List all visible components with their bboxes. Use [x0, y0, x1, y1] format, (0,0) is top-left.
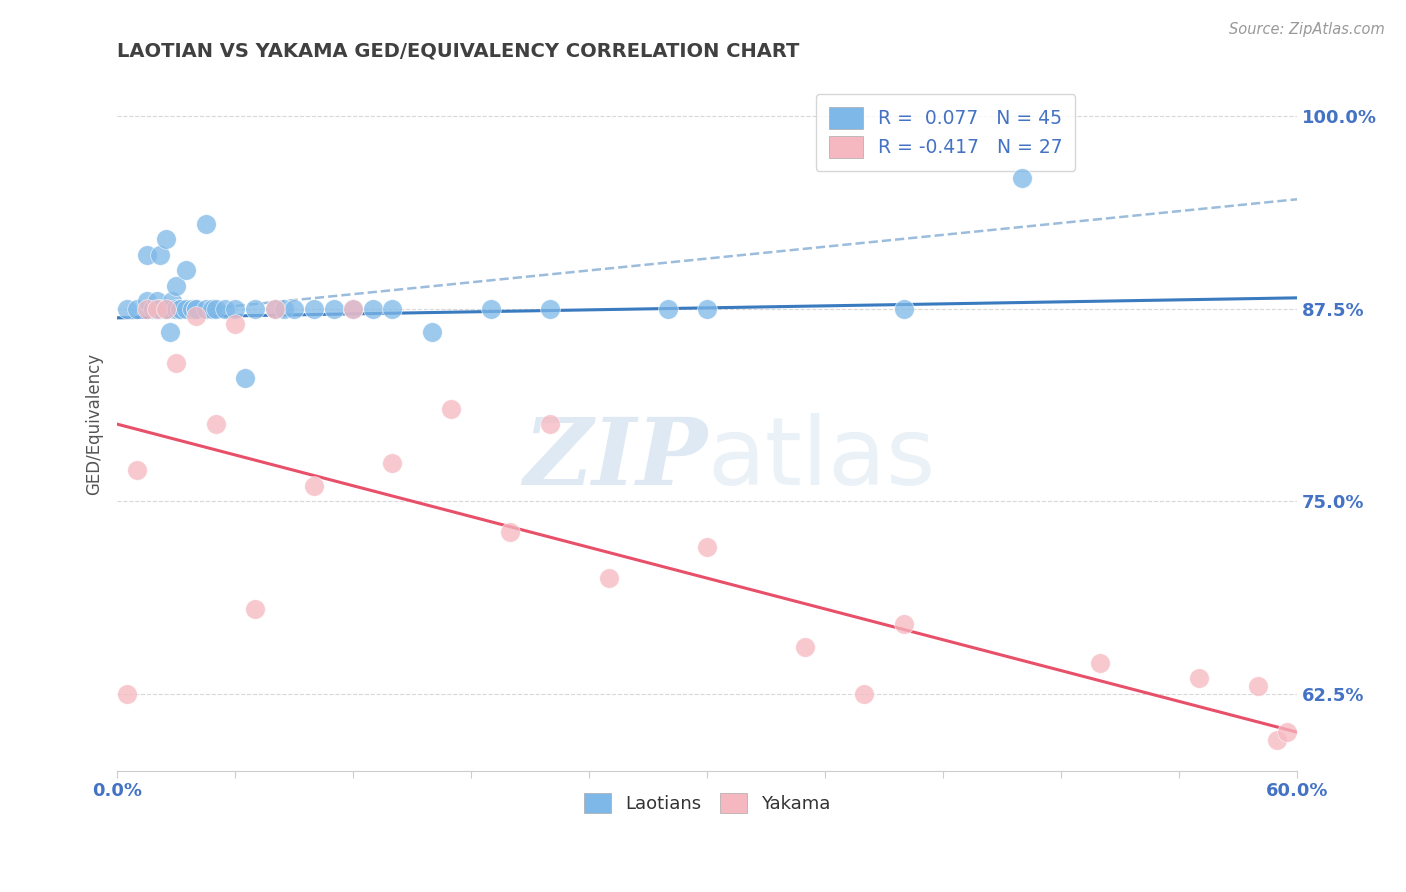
Point: [1247, 679, 1270, 693]
Point: [115, 687, 138, 701]
Point: [194, 217, 217, 231]
Point: [159, 325, 181, 339]
Point: [204, 417, 226, 431]
Point: [145, 293, 167, 308]
Point: [598, 571, 620, 585]
Point: [1277, 725, 1299, 739]
Text: atlas: atlas: [707, 413, 935, 505]
Point: [893, 301, 915, 316]
Point: [342, 301, 364, 316]
Point: [499, 524, 522, 539]
Point: [479, 301, 502, 316]
Point: [283, 301, 305, 316]
Point: [125, 463, 148, 477]
Point: [1011, 170, 1033, 185]
Point: [149, 301, 172, 316]
Point: [794, 640, 817, 655]
Point: [440, 401, 463, 416]
Point: [174, 301, 197, 316]
Point: [214, 301, 236, 316]
Point: [696, 301, 718, 316]
Point: [243, 301, 266, 316]
Point: [194, 301, 217, 316]
Point: [169, 301, 191, 316]
Point: [1188, 671, 1211, 685]
Point: [165, 301, 187, 316]
Point: [233, 371, 256, 385]
Point: [224, 317, 246, 331]
Point: [135, 248, 157, 262]
Point: [162, 293, 184, 308]
Point: [853, 687, 876, 701]
Point: [420, 325, 443, 339]
Point: [200, 301, 222, 316]
Point: [893, 617, 915, 632]
Point: [135, 293, 157, 308]
Point: [302, 301, 325, 316]
Point: [165, 355, 187, 369]
Text: ZIP: ZIP: [523, 414, 707, 504]
Point: [174, 263, 197, 277]
Point: [1090, 656, 1112, 670]
Point: [538, 417, 561, 431]
Legend: Laotians, Yakama: Laotians, Yakama: [574, 782, 841, 824]
Point: [263, 301, 285, 316]
Point: [115, 301, 138, 316]
Point: [224, 301, 246, 316]
Point: [184, 301, 207, 316]
Point: [657, 301, 679, 316]
Point: [165, 278, 187, 293]
Point: [322, 301, 344, 316]
Point: [155, 301, 177, 316]
Point: [361, 301, 384, 316]
Text: LAOTIAN VS YAKAMA GED/EQUIVALENCY CORRELATION CHART: LAOTIAN VS YAKAMA GED/EQUIVALENCY CORREL…: [117, 42, 800, 61]
Point: [149, 248, 172, 262]
Point: [169, 301, 191, 316]
Point: [342, 301, 364, 316]
Point: [125, 301, 148, 316]
Point: [204, 301, 226, 316]
Point: [1267, 732, 1289, 747]
Point: [184, 301, 207, 316]
Y-axis label: GED/Equivalency: GED/Equivalency: [86, 353, 103, 495]
Point: [381, 301, 404, 316]
Point: [243, 602, 266, 616]
Point: [180, 301, 202, 316]
Point: [135, 301, 157, 316]
Point: [155, 232, 177, 246]
Point: [145, 301, 167, 316]
Point: [538, 301, 561, 316]
Point: [184, 310, 207, 324]
Point: [142, 301, 165, 316]
Text: Source: ZipAtlas.com: Source: ZipAtlas.com: [1229, 22, 1385, 37]
Point: [155, 301, 177, 316]
Point: [273, 301, 295, 316]
Point: [696, 541, 718, 555]
Point: [263, 301, 285, 316]
Point: [302, 479, 325, 493]
Point: [145, 301, 167, 316]
Point: [381, 456, 404, 470]
